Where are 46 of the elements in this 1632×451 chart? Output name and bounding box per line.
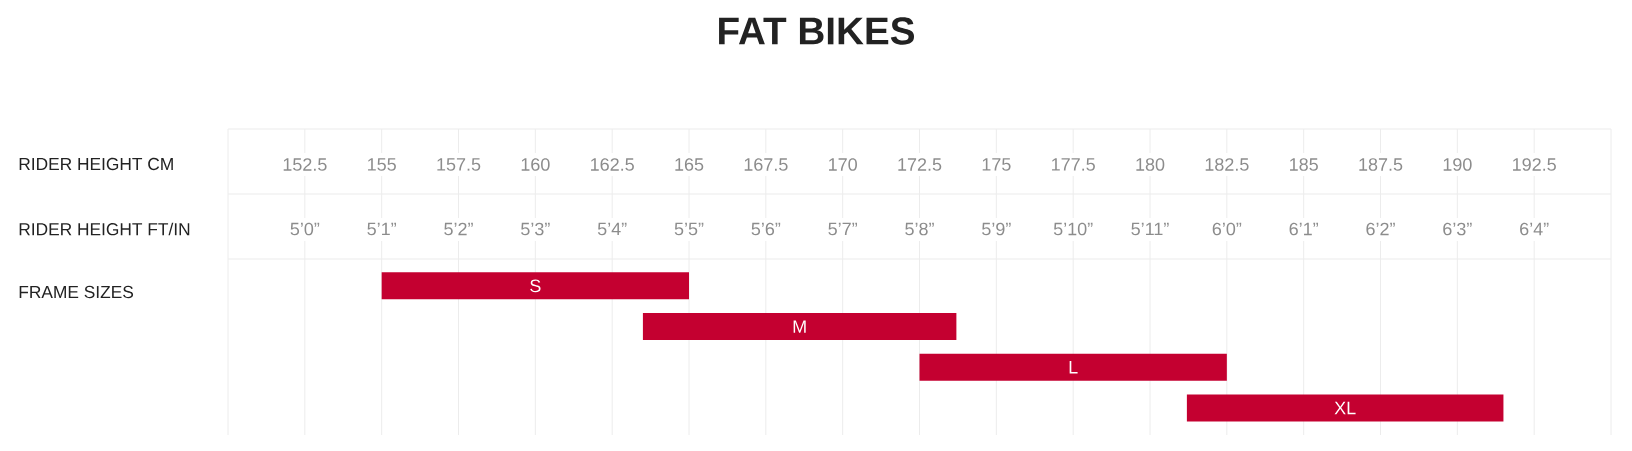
- x-tick-label: 187.5: [1359, 158, 1403, 171]
- bar: [642, 313, 957, 341]
- bar: [381, 272, 690, 300]
- text: 6’0”: [1212, 222, 1242, 236]
- text: 5’4”: [597, 222, 627, 236]
- x-tick-label: 157.5: [437, 158, 481, 171]
- x-tick-label: 155: [368, 158, 396, 171]
- text: 5’8”: [905, 222, 934, 236]
- x-tick-label: 182.5: [1205, 158, 1249, 171]
- text: 5’3”: [521, 222, 550, 236]
- x-tick-label: 175: [982, 158, 1011, 171]
- x-tick-label: 190: [1443, 158, 1472, 171]
- text: 6’1”: [1289, 222, 1319, 236]
- y-tick-label: L: [1069, 361, 1078, 374]
- text: 5’1”: [367, 222, 397, 236]
- text: 5’0”: [290, 222, 320, 236]
- text: RIDER HEIGHT FT/IN: [19, 222, 190, 236]
- y-tick-label: S: [530, 279, 541, 293]
- text: 5’11”: [1131, 222, 1169, 236]
- x-tick-label: 177.5: [1052, 158, 1095, 171]
- chart-title: FAT BIKES: [719, 17, 915, 45]
- y-tick-label: XL: [1334, 401, 1356, 415]
- bar: [1186, 394, 1504, 422]
- text: 5’7”: [828, 222, 858, 236]
- text: 5’6”: [751, 222, 781, 236]
- x-tick-label: 172.5: [898, 158, 942, 171]
- x-tick-label: 192.5: [1513, 158, 1556, 171]
- x-tick-label: 160: [521, 158, 550, 171]
- x-tick-label: 185: [1290, 158, 1318, 171]
- text: 5’10”: [1053, 222, 1093, 236]
- x-tick-label: 152.5: [283, 158, 327, 171]
- x-tick-label: 165: [675, 158, 704, 171]
- text: 5’9”: [982, 222, 1011, 236]
- text: 5’2”: [444, 222, 473, 236]
- x-tick-label: 167.5: [744, 158, 788, 171]
- x-tick-label: 162.5: [591, 158, 634, 171]
- text: 6’3”: [1443, 222, 1472, 236]
- bar: [919, 353, 1227, 381]
- x-tick-label: 170: [829, 158, 857, 171]
- y-tick-label: M: [793, 320, 806, 333]
- text: 5’5”: [674, 222, 704, 236]
- text: FRAME SIZES: [19, 285, 134, 299]
- x-axis-title: RIDER HEIGHT CM: [19, 157, 173, 171]
- text: 6’4”: [1520, 222, 1549, 236]
- text: 6’2”: [1366, 222, 1395, 236]
- x-tick-label: 180: [1136, 158, 1165, 171]
